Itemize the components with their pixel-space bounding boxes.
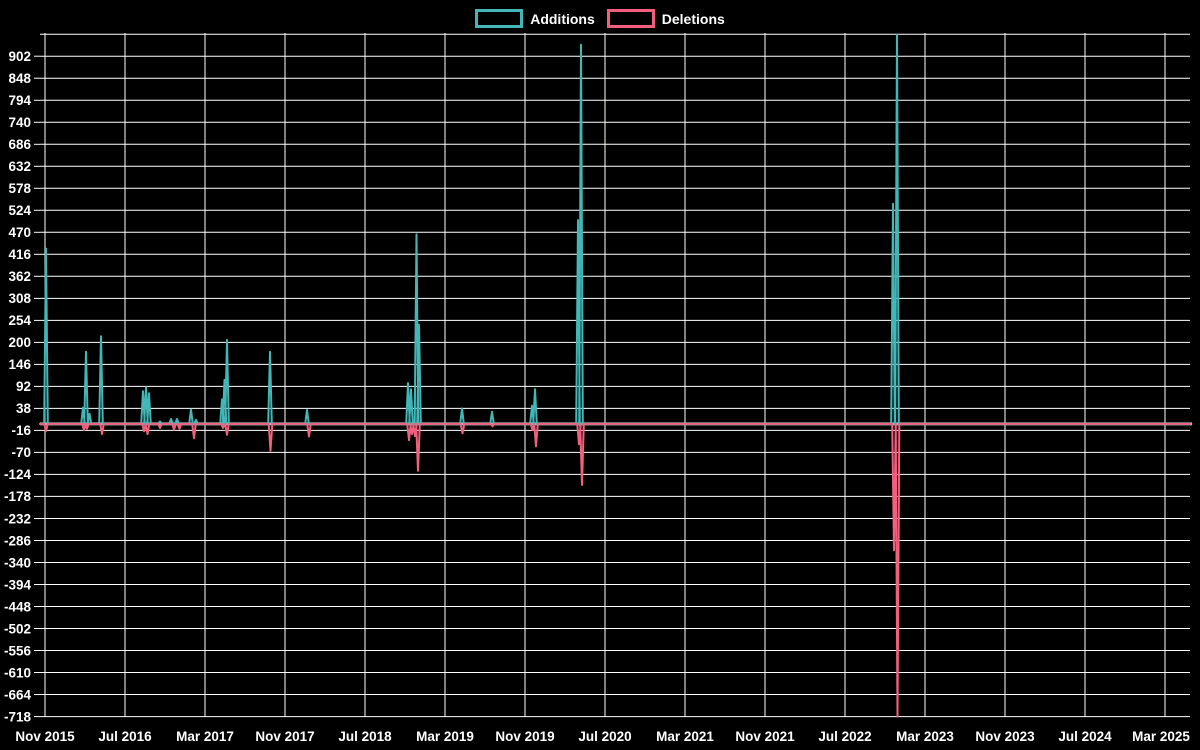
legend-item-deletions[interactable]: Deletions (606, 9, 725, 28)
y-gridlines (34, 33, 1190, 718)
y-tick-label: 578 (8, 181, 31, 196)
additions-series-line (39, 33, 1191, 425)
x-tick-label: Jul 2018 (338, 729, 392, 744)
chart-legend: Additions Deletions (0, 9, 1200, 28)
x-gridlines (44, 33, 1166, 717)
y-tick-label: 848 (8, 71, 31, 86)
y-tick-label: 308 (8, 291, 31, 306)
x-tick-label: Mar 2025 (1132, 729, 1190, 744)
y-tick-label: 632 (8, 159, 31, 174)
x-tick-label: Mar 2019 (416, 729, 474, 744)
y-tick-label: -448 (4, 599, 32, 614)
y-tick-label: 902 (8, 49, 31, 64)
y-tick-label: 740 (8, 115, 31, 130)
y-tick-label: -178 (4, 489, 32, 504)
y-tick-label: -502 (4, 621, 31, 636)
x-tick-label: Jul 2020 (578, 729, 631, 744)
additions-legend-label: Additions (530, 10, 595, 27)
x-tick-labels: Nov 2015 Jul 2016 Mar 2017 Nov 2017 Jul 2018… (15, 729, 1190, 744)
deletions-legend-label: Deletions (661, 10, 725, 27)
y-tick-label: -718 (4, 709, 32, 724)
x-tick-label: Jul 2024 (1058, 729, 1112, 744)
deletions-series-line (39, 422, 1191, 718)
y-tick-label: 200 (8, 335, 31, 350)
x-tick-label: Nov 2015 (15, 729, 75, 744)
x-tick-label: Mar 2021 (656, 729, 714, 744)
y-tick-label: 38 (16, 401, 32, 416)
y-tick-label: 416 (8, 247, 31, 262)
y-tick-label: 362 (8, 269, 31, 284)
y-tick-label: -70 (11, 445, 31, 460)
deletions-swatch (606, 9, 655, 28)
y-tick-label: -16 (11, 423, 31, 438)
x-tick-label: Nov 2023 (975, 729, 1035, 744)
additions-swatch (475, 9, 524, 28)
y-tick-labels: 902 848 794 740 686 632 578 524 470 416 362 308 254 2… (4, 49, 32, 724)
x-tick-label: Mar 2017 (176, 729, 234, 744)
y-tick-label: 92 (16, 379, 31, 394)
x-tick-label: Nov 2017 (255, 729, 314, 744)
y-tick-label: 254 (8, 313, 31, 328)
legend-item-additions[interactable]: Additions (475, 9, 595, 28)
y-tick-label: 524 (8, 203, 31, 218)
y-tick-label: -340 (4, 555, 31, 570)
y-tick-label: 146 (8, 357, 31, 372)
y-tick-label: -610 (4, 665, 31, 680)
y-tick-label: -124 (4, 467, 32, 482)
y-tick-label: -556 (4, 643, 32, 658)
x-tick-label: Mar 2023 (896, 729, 954, 744)
y-tick-label: 686 (8, 137, 31, 152)
y-tick-label: -664 (4, 687, 32, 702)
y-tick-label: -286 (4, 533, 32, 548)
y-tick-label: 794 (8, 93, 31, 108)
x-tick-label: Jul 2022 (818, 729, 871, 744)
y-tick-label: -232 (4, 511, 31, 526)
y-tick-label: -394 (4, 577, 32, 592)
y-tick-label: 470 (8, 225, 31, 240)
x-tick-label: Jul 2016 (98, 729, 152, 744)
x-tick-label: Nov 2021 (735, 729, 795, 744)
x-tick-label: Nov 2019 (495, 729, 554, 744)
